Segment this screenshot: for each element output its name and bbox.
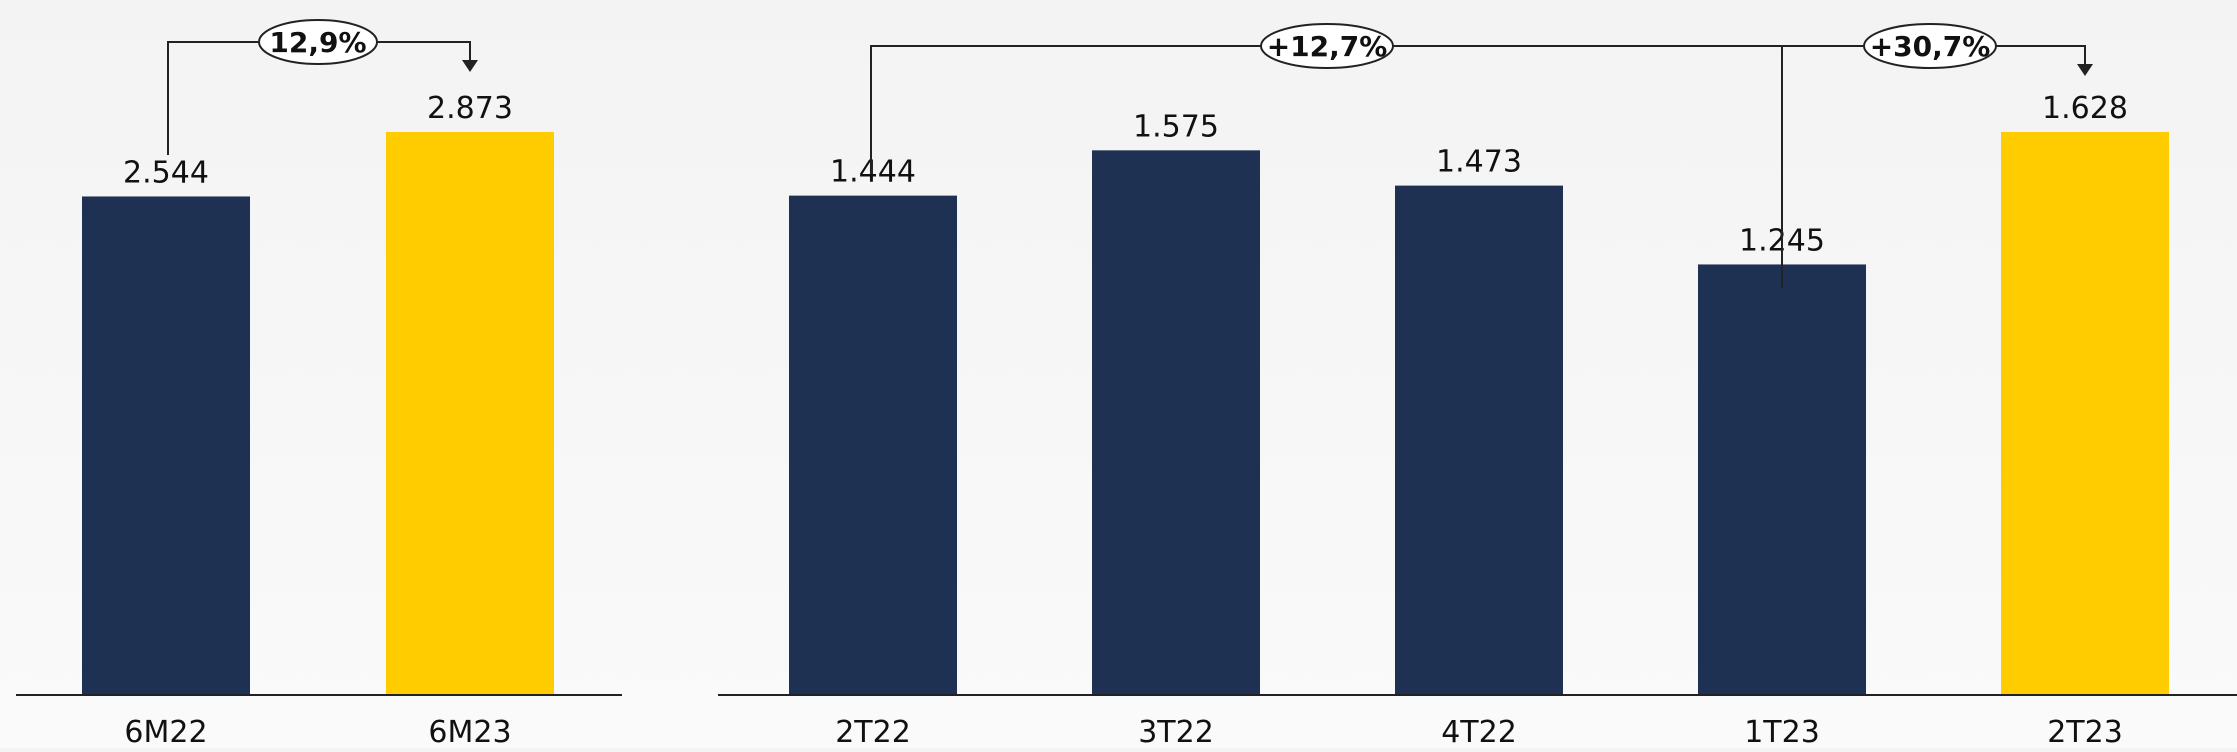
bar-1T23 (1698, 264, 1866, 695)
category-label-1T23: 1T23 (1744, 715, 1820, 748)
growth-badge-label: 12,9% (269, 26, 366, 59)
value-label-2T22: 1.444 (830, 155, 916, 190)
growth-badge (1260, 23, 1394, 69)
value-label-3T22: 1.575 (1133, 109, 1219, 144)
chart-panel-quarterly: 1.4442T221.5753T221.4734T221.2451T231.62… (718, 23, 2237, 750)
bar-6M22 (82, 196, 250, 696)
category-label-4T22: 4T22 (1441, 715, 1517, 748)
bar-2T22 (789, 195, 957, 695)
growth-arrow-head (2077, 64, 2093, 76)
value-label-4T22: 1.473 (1436, 145, 1522, 180)
growth-arrow-head (462, 60, 478, 72)
growth-badge (1863, 23, 1997, 69)
growth-badge-label: +30,7% (1870, 30, 1991, 63)
category-label-3T22: 3T22 (1138, 715, 1214, 748)
category-label-6M22: 6M22 (124, 715, 207, 748)
chart-panel-semester: 2.544 6M22 2.873 6M23 12,9% (16, 19, 622, 750)
category-label-2T23: 2T23 (2047, 715, 2123, 748)
bar-3T22 (1092, 150, 1260, 696)
value-label-6M23: 2.873 (427, 91, 513, 126)
growth-bracket-line (870, 45, 2086, 174)
category-label-2T22: 2T22 (835, 715, 911, 748)
growth-badge (258, 19, 378, 65)
growth-badge-label: +12,7% (1267, 30, 1388, 63)
value-label-6M22: 2.544 (123, 155, 209, 190)
bar-6M23 (386, 132, 554, 695)
bar-4T22 (1395, 185, 1563, 695)
value-label-2T23: 1.628 (2042, 91, 2128, 126)
bar-2T23 (2001, 132, 2169, 695)
category-label-6M23: 6M23 (428, 715, 511, 748)
